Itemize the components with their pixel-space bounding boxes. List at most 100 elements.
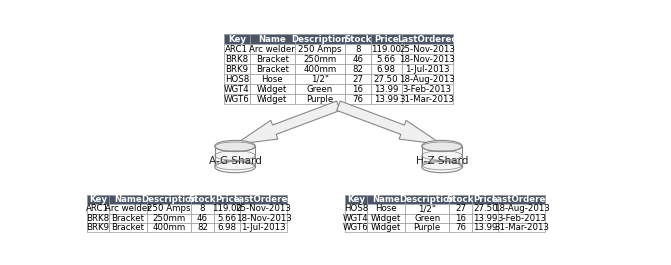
Text: Bracket: Bracket <box>256 65 289 74</box>
Bar <box>191 223 214 232</box>
Bar <box>402 64 453 74</box>
Bar <box>402 84 453 94</box>
Text: Description: Description <box>141 195 197 204</box>
Bar <box>250 34 295 44</box>
Text: 18-Aug-2013: 18-Aug-2013 <box>399 75 455 84</box>
Text: BRK9: BRK9 <box>87 223 109 232</box>
Text: WGT4: WGT4 <box>343 214 369 223</box>
Text: Key: Key <box>228 35 246 44</box>
Bar <box>405 214 449 223</box>
Text: H-Z Shard: H-Z Shard <box>416 156 468 166</box>
Ellipse shape <box>422 140 462 152</box>
Bar <box>345 195 367 204</box>
Text: 3-Feb-2013: 3-Feb-2013 <box>497 214 546 223</box>
Text: Purple: Purple <box>306 95 333 104</box>
Bar <box>295 54 345 64</box>
Bar <box>367 223 405 232</box>
Text: 31-Mar-2013: 31-Mar-2013 <box>495 223 550 232</box>
Bar <box>148 214 191 223</box>
Text: 8: 8 <box>355 45 360 54</box>
Text: 76: 76 <box>352 95 363 104</box>
Text: 1/2": 1/2" <box>311 75 329 84</box>
Ellipse shape <box>215 161 255 173</box>
Text: 5.66: 5.66 <box>217 214 237 223</box>
Bar <box>405 195 449 204</box>
Text: ARC1: ARC1 <box>225 45 248 54</box>
Bar <box>472 204 499 214</box>
Bar <box>472 214 499 223</box>
Text: Stock: Stock <box>447 195 474 204</box>
Bar <box>405 204 449 214</box>
Text: 119.00: 119.00 <box>212 204 242 213</box>
Text: 6.98: 6.98 <box>218 223 237 232</box>
Bar <box>345 74 370 84</box>
Bar <box>109 214 148 223</box>
Bar <box>449 223 472 232</box>
Bar <box>345 64 370 74</box>
Bar <box>191 214 214 223</box>
Bar <box>87 204 109 214</box>
Bar <box>345 34 370 44</box>
Text: Widget: Widget <box>371 214 401 223</box>
Bar <box>449 195 472 204</box>
Text: 13.99: 13.99 <box>473 214 497 223</box>
Bar <box>240 195 287 204</box>
Text: WGT6: WGT6 <box>224 95 250 104</box>
Bar <box>109 223 148 232</box>
Text: Arc welder: Arc welder <box>105 204 151 213</box>
Text: Stock: Stock <box>344 35 372 44</box>
Bar <box>215 146 255 167</box>
Text: 250 Amps: 250 Amps <box>298 45 342 54</box>
Bar <box>449 214 472 223</box>
Text: 1/2": 1/2" <box>418 204 436 213</box>
Text: Hose: Hose <box>262 75 283 84</box>
Text: HOS8: HOS8 <box>225 75 249 84</box>
Text: Name: Name <box>114 195 142 204</box>
Bar <box>148 195 191 204</box>
Bar <box>148 223 191 232</box>
Bar <box>250 54 295 64</box>
Bar <box>499 223 545 232</box>
Bar <box>109 195 148 204</box>
Bar <box>250 94 295 104</box>
Text: HOS8: HOS8 <box>344 204 368 213</box>
Bar <box>345 223 367 232</box>
Bar <box>250 44 295 54</box>
Bar <box>370 64 402 74</box>
Text: 82: 82 <box>352 65 363 74</box>
Bar <box>499 204 545 214</box>
Bar <box>250 64 295 74</box>
Bar <box>402 94 453 104</box>
Text: Arc welder: Arc welder <box>250 45 295 54</box>
Text: Name: Name <box>258 35 286 44</box>
Bar <box>240 204 287 214</box>
Text: Purple: Purple <box>413 223 441 232</box>
Bar <box>472 223 499 232</box>
Bar <box>345 214 367 223</box>
Bar <box>295 44 345 54</box>
Text: 27.50: 27.50 <box>473 204 498 213</box>
Text: 250mm: 250mm <box>152 214 186 223</box>
Text: Green: Green <box>414 214 440 223</box>
Text: 250mm: 250mm <box>303 55 336 64</box>
Bar <box>295 84 345 94</box>
Bar <box>472 195 499 204</box>
Text: LastOrdered: LastOrdered <box>397 35 458 44</box>
Bar <box>224 64 250 74</box>
Text: 1-Jul-2013: 1-Jul-2013 <box>405 65 450 74</box>
Text: 18-Nov-2013: 18-Nov-2013 <box>236 214 292 223</box>
Bar <box>370 84 402 94</box>
Text: 8: 8 <box>200 204 205 213</box>
Text: 27: 27 <box>352 75 363 84</box>
Bar <box>370 94 402 104</box>
Bar <box>402 74 453 84</box>
Text: 27: 27 <box>455 204 466 213</box>
Bar <box>345 54 370 64</box>
Text: 16: 16 <box>455 214 466 223</box>
Text: 18-Nov-2013: 18-Nov-2013 <box>399 55 455 64</box>
Text: 18-Aug-2013: 18-Aug-2013 <box>494 204 550 213</box>
Text: Widget: Widget <box>371 223 401 232</box>
Text: 13.99: 13.99 <box>374 85 399 94</box>
Text: 46: 46 <box>352 55 363 64</box>
Text: 25-Nov-2013: 25-Nov-2013 <box>399 45 455 54</box>
